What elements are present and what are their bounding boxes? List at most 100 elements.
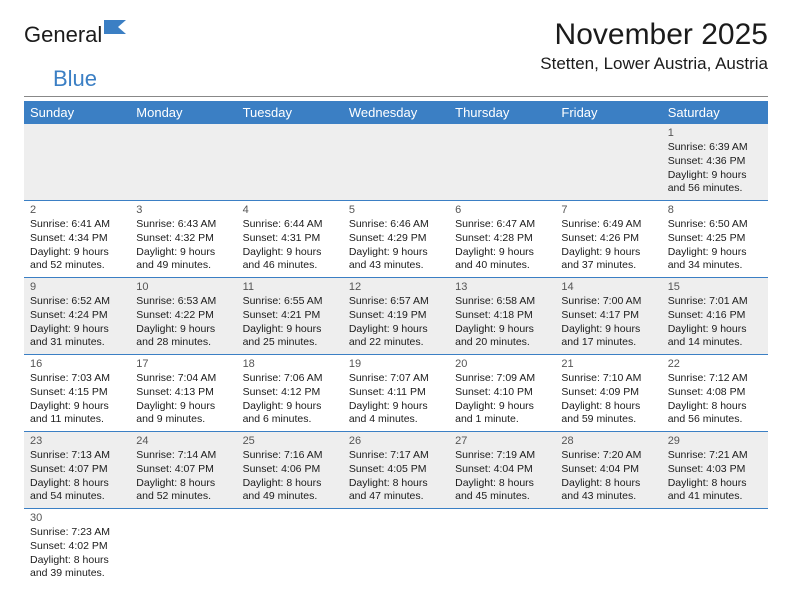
day-cell: 8Sunrise: 6:50 AMSunset: 4:25 PMDaylight… bbox=[662, 201, 768, 278]
day-d2: and 9 minutes. bbox=[136, 413, 230, 427]
day-d2: and 56 minutes. bbox=[668, 182, 762, 196]
day-d1: Daylight: 9 hours bbox=[136, 323, 230, 337]
day-sr: Sunrise: 6:41 AM bbox=[30, 218, 124, 232]
day-d2: and 6 minutes. bbox=[243, 413, 337, 427]
day-cell bbox=[24, 124, 130, 201]
day-ss: Sunset: 4:28 PM bbox=[455, 232, 549, 246]
day-sr: Sunrise: 6:43 AM bbox=[136, 218, 230, 232]
day-number: 26 bbox=[349, 434, 443, 448]
day-d2: and 54 minutes. bbox=[30, 490, 124, 504]
day-d2: and 49 minutes. bbox=[136, 259, 230, 273]
day-number: 24 bbox=[136, 434, 230, 448]
logo: General bbox=[24, 22, 130, 48]
day-number: 25 bbox=[243, 434, 337, 448]
day-ss: Sunset: 4:09 PM bbox=[561, 386, 655, 400]
day-cell: 1Sunrise: 6:39 AMSunset: 4:36 PMDaylight… bbox=[662, 124, 768, 201]
day-cell: 6Sunrise: 6:47 AMSunset: 4:28 PMDaylight… bbox=[449, 201, 555, 278]
day-ss: Sunset: 4:13 PM bbox=[136, 386, 230, 400]
day-cell: 14Sunrise: 7:00 AMSunset: 4:17 PMDayligh… bbox=[555, 278, 661, 355]
day-d2: and 37 minutes. bbox=[561, 259, 655, 273]
day-cell: 29Sunrise: 7:21 AMSunset: 4:03 PMDayligh… bbox=[662, 432, 768, 509]
day-d1: Daylight: 8 hours bbox=[349, 477, 443, 491]
day-d1: Daylight: 9 hours bbox=[136, 246, 230, 260]
day-ss: Sunset: 4:24 PM bbox=[30, 309, 124, 323]
day-cell bbox=[130, 124, 236, 201]
day-number: 11 bbox=[243, 280, 337, 294]
day-d2: and 28 minutes. bbox=[136, 336, 230, 350]
day-d2: and 25 minutes. bbox=[243, 336, 337, 350]
day-number: 8 bbox=[668, 203, 762, 217]
day-d2: and 34 minutes. bbox=[668, 259, 762, 273]
day-d1: Daylight: 9 hours bbox=[136, 400, 230, 414]
day-sr: Sunrise: 6:50 AM bbox=[668, 218, 762, 232]
day-ss: Sunset: 4:17 PM bbox=[561, 309, 655, 323]
day-ss: Sunset: 4:04 PM bbox=[455, 463, 549, 477]
day-ss: Sunset: 4:03 PM bbox=[668, 463, 762, 477]
day-d2: and 41 minutes. bbox=[668, 490, 762, 504]
day-number: 16 bbox=[30, 357, 124, 371]
day-d1: Daylight: 9 hours bbox=[349, 246, 443, 260]
week-row: 2Sunrise: 6:41 AMSunset: 4:34 PMDaylight… bbox=[24, 201, 768, 278]
day-d1: Daylight: 8 hours bbox=[561, 477, 655, 491]
day-cell bbox=[343, 124, 449, 201]
day-cell bbox=[343, 509, 449, 586]
day-d2: and 14 minutes. bbox=[668, 336, 762, 350]
day-ss: Sunset: 4:05 PM bbox=[349, 463, 443, 477]
day-number: 17 bbox=[136, 357, 230, 371]
day-d1: Daylight: 9 hours bbox=[30, 400, 124, 414]
day-sr: Sunrise: 7:21 AM bbox=[668, 449, 762, 463]
day-sr: Sunrise: 6:46 AM bbox=[349, 218, 443, 232]
day-d1: Daylight: 9 hours bbox=[455, 400, 549, 414]
day-d2: and 46 minutes. bbox=[243, 259, 337, 273]
day-cell bbox=[449, 509, 555, 586]
day-header-row: Sunday Monday Tuesday Wednesday Thursday… bbox=[24, 101, 768, 124]
day-ss: Sunset: 4:25 PM bbox=[668, 232, 762, 246]
day-d2: and 49 minutes. bbox=[243, 490, 337, 504]
day-number: 4 bbox=[243, 203, 337, 217]
day-cell: 4Sunrise: 6:44 AMSunset: 4:31 PMDaylight… bbox=[237, 201, 343, 278]
month-title: November 2025 bbox=[540, 18, 768, 52]
day-sr: Sunrise: 7:20 AM bbox=[561, 449, 655, 463]
day-cell: 5Sunrise: 6:46 AMSunset: 4:29 PMDaylight… bbox=[343, 201, 449, 278]
day-cell: 27Sunrise: 7:19 AMSunset: 4:04 PMDayligh… bbox=[449, 432, 555, 509]
day-ss: Sunset: 4:10 PM bbox=[455, 386, 549, 400]
day-number: 5 bbox=[349, 203, 443, 217]
day-d1: Daylight: 8 hours bbox=[561, 400, 655, 414]
day-d2: and 47 minutes. bbox=[349, 490, 443, 504]
calendar-table: Sunday Monday Tuesday Wednesday Thursday… bbox=[24, 101, 768, 585]
day-ss: Sunset: 4:34 PM bbox=[30, 232, 124, 246]
day-sr: Sunrise: 6:44 AM bbox=[243, 218, 337, 232]
day-cell: 16Sunrise: 7:03 AMSunset: 4:15 PMDayligh… bbox=[24, 355, 130, 432]
day-d1: Daylight: 8 hours bbox=[136, 477, 230, 491]
day-sr: Sunrise: 7:01 AM bbox=[668, 295, 762, 309]
day-header: Sunday bbox=[24, 101, 130, 124]
day-cell bbox=[555, 509, 661, 586]
day-ss: Sunset: 4:26 PM bbox=[561, 232, 655, 246]
day-ss: Sunset: 4:31 PM bbox=[243, 232, 337, 246]
day-number: 28 bbox=[561, 434, 655, 448]
day-d2: and 52 minutes. bbox=[30, 259, 124, 273]
day-sr: Sunrise: 7:09 AM bbox=[455, 372, 549, 386]
day-d2: and 52 minutes. bbox=[136, 490, 230, 504]
day-d1: Daylight: 9 hours bbox=[349, 323, 443, 337]
day-sr: Sunrise: 7:17 AM bbox=[349, 449, 443, 463]
day-cell: 23Sunrise: 7:13 AMSunset: 4:07 PMDayligh… bbox=[24, 432, 130, 509]
day-number: 15 bbox=[668, 280, 762, 294]
day-ss: Sunset: 4:04 PM bbox=[561, 463, 655, 477]
day-d1: Daylight: 8 hours bbox=[30, 554, 124, 568]
day-number: 18 bbox=[243, 357, 337, 371]
day-cell: 15Sunrise: 7:01 AMSunset: 4:16 PMDayligh… bbox=[662, 278, 768, 355]
day-d1: Daylight: 8 hours bbox=[668, 477, 762, 491]
day-cell: 2Sunrise: 6:41 AMSunset: 4:34 PMDaylight… bbox=[24, 201, 130, 278]
day-cell: 25Sunrise: 7:16 AMSunset: 4:06 PMDayligh… bbox=[237, 432, 343, 509]
day-d2: and 31 minutes. bbox=[30, 336, 124, 350]
day-sr: Sunrise: 7:10 AM bbox=[561, 372, 655, 386]
day-d1: Daylight: 9 hours bbox=[30, 246, 124, 260]
day-sr: Sunrise: 6:57 AM bbox=[349, 295, 443, 309]
day-cell: 9Sunrise: 6:52 AMSunset: 4:24 PMDaylight… bbox=[24, 278, 130, 355]
day-d1: Daylight: 8 hours bbox=[668, 400, 762, 414]
day-cell: 26Sunrise: 7:17 AMSunset: 4:05 PMDayligh… bbox=[343, 432, 449, 509]
day-number: 10 bbox=[136, 280, 230, 294]
day-number: 29 bbox=[668, 434, 762, 448]
day-number: 9 bbox=[30, 280, 124, 294]
